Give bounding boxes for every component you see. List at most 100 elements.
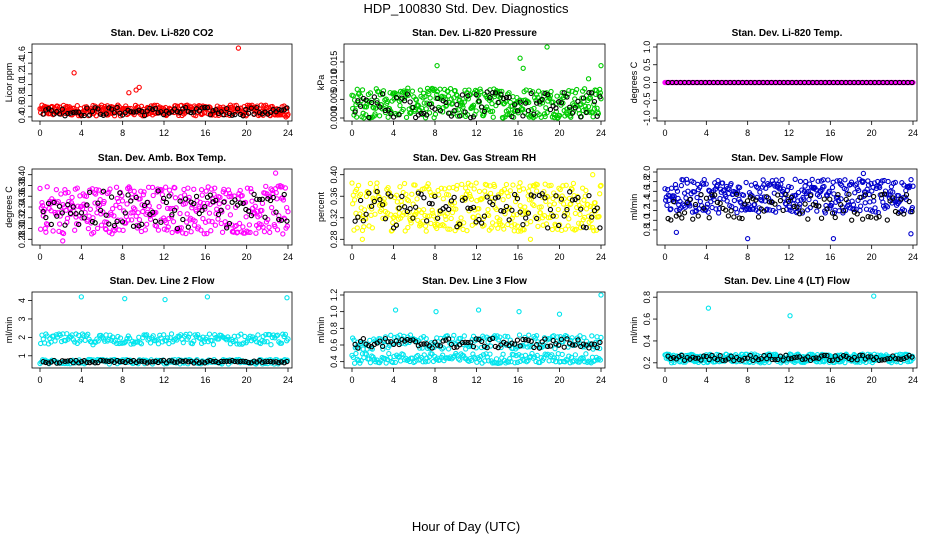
data-point: [591, 98, 598, 105]
data-point: [591, 228, 597, 234]
data-point: [805, 354, 811, 360]
data-point: [73, 211, 79, 217]
data-point: [128, 217, 135, 223]
data-point: [596, 355, 602, 362]
data-point: [163, 220, 169, 226]
data-point: [229, 357, 235, 364]
data-point: [714, 357, 721, 363]
data-point: [353, 186, 360, 193]
data-point: [53, 186, 60, 193]
data-point: [136, 107, 142, 113]
data-point: [353, 114, 360, 120]
data-point: [207, 192, 213, 198]
x-tick-label: 16: [200, 252, 210, 262]
data-point: [152, 358, 159, 364]
data-point: [550, 357, 556, 364]
data-point: [185, 185, 191, 191]
data-point: [58, 191, 64, 197]
data-point: [120, 227, 126, 233]
data-point: [147, 359, 153, 365]
data-point: [701, 353, 707, 359]
data-point: [854, 357, 860, 363]
data-point: [679, 352, 685, 359]
data-point: [130, 223, 137, 229]
data-point: [449, 356, 455, 362]
y-tick-label: 0.6: [329, 339, 339, 352]
data-point: [443, 204, 449, 210]
data-point: [444, 211, 450, 217]
data-point: [517, 180, 523, 186]
data-point: [353, 350, 359, 357]
data-point: [371, 94, 378, 100]
data-point: [443, 102, 450, 108]
data-point: [196, 360, 202, 366]
data-point: [593, 227, 600, 233]
data-point: [150, 106, 156, 112]
data-point: [846, 355, 852, 362]
data-point: [417, 87, 423, 93]
data-point: [589, 211, 595, 218]
data-point: [534, 100, 540, 106]
data-point: [420, 207, 427, 213]
data-point: [528, 219, 534, 225]
data-point: [871, 293, 877, 299]
data-point: [484, 182, 490, 188]
data-point: [664, 202, 670, 208]
data-point: [524, 344, 531, 350]
data-point: [779, 176, 785, 183]
data-point: [39, 199, 45, 206]
data-point: [519, 107, 525, 113]
data-point: [468, 205, 474, 212]
data-point: [454, 102, 460, 108]
data-point: [117, 359, 123, 365]
data-point: [251, 191, 257, 197]
data-point: [592, 200, 598, 206]
data-point: [441, 223, 447, 229]
data-point: [355, 357, 362, 364]
data-point: [150, 333, 156, 339]
plot-frame: [31, 43, 293, 122]
data-point: [470, 343, 477, 350]
y-tick-label: 0.000: [329, 107, 339, 130]
data-point: [876, 184, 883, 191]
data-point: [51, 357, 57, 364]
data-point: [125, 107, 131, 113]
data-point: [547, 95, 553, 102]
x-tick-label: 0: [37, 375, 42, 385]
data-point: [358, 357, 364, 364]
data-point: [490, 114, 496, 120]
data-point: [517, 203, 523, 209]
data-point: [104, 190, 111, 197]
data-point: [476, 206, 482, 212]
data-point: [778, 181, 784, 187]
data-point: [531, 202, 537, 209]
data-point: [221, 358, 227, 365]
data-points: [662, 170, 916, 242]
data-point: [192, 218, 198, 224]
data-point: [440, 221, 446, 228]
y-tick-label: 0.2: [642, 357, 652, 370]
data-point: [421, 195, 427, 201]
data-point: [410, 215, 416, 221]
data-point: [256, 196, 263, 203]
data-point: [531, 105, 537, 112]
data-point: [807, 193, 814, 199]
data-point: [390, 359, 396, 366]
data-point: [909, 208, 915, 215]
data-point: [589, 90, 595, 96]
data-point: [534, 352, 540, 359]
data-point: [583, 351, 589, 357]
data-point: [869, 208, 876, 214]
data-point: [575, 98, 581, 104]
data-point: [106, 221, 112, 227]
data-point: [703, 353, 710, 360]
data-point: [583, 342, 589, 348]
data-point: [111, 222, 117, 229]
data-point: [40, 111, 46, 117]
data-point: [851, 206, 857, 212]
data-point: [489, 100, 495, 107]
data-point: [408, 220, 414, 226]
data-point: [671, 193, 677, 199]
data-point: [876, 214, 882, 220]
data-point: [457, 113, 463, 119]
